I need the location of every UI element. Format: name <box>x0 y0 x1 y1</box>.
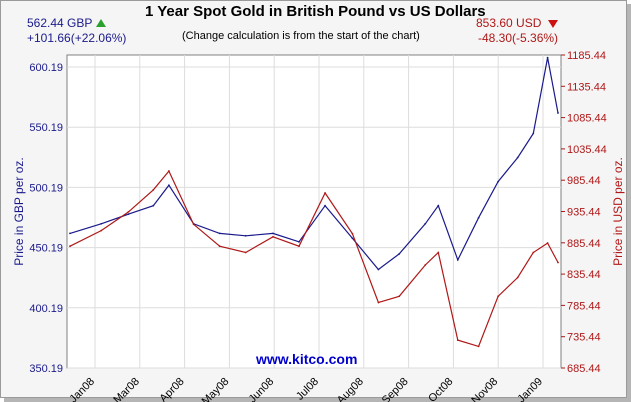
gbp-data-point <box>272 232 274 235</box>
gbp-data-point <box>532 132 535 135</box>
usd-data-point <box>168 170 170 172</box>
y-right-tick-label: 1035.44 <box>567 144 607 156</box>
y-left-axis-label: Price in GBP per oz. <box>12 157 26 266</box>
chart-title: 1 Year Spot Gold in British Pound vs US … <box>145 3 486 20</box>
usd-data-point <box>69 245 71 248</box>
x-tick-label: Jan09 <box>515 376 545 402</box>
gbp-change: +101.66(+22.06%) <box>27 31 127 45</box>
gbp-data-point <box>557 112 559 114</box>
gbp-data-point <box>218 232 221 235</box>
usd-data-point <box>398 295 401 298</box>
y-right-tick-label: 1185.44 <box>567 50 606 62</box>
usd-data-point <box>127 210 130 213</box>
x-tick-label: Jun08 <box>247 376 277 402</box>
y-left-tick-label: 500.19 <box>29 182 63 194</box>
y-right-tick-label: 685.44 <box>567 363 601 375</box>
y-left-tick-label: 350.19 <box>29 363 63 375</box>
usd-data-point <box>377 301 380 304</box>
gbp-data-point <box>244 234 247 237</box>
plot-area <box>66 54 562 369</box>
usd-data-point <box>497 295 500 298</box>
usd-data-point <box>546 242 549 244</box>
gbp-data-point <box>377 268 380 271</box>
y-right-tick-label: 835.44 <box>567 269 601 281</box>
y-left-tick-label: 450.19 <box>29 243 63 255</box>
gbp-data-point <box>477 216 480 219</box>
usd-data-point <box>477 345 480 348</box>
gbp-data-point <box>516 156 519 159</box>
gbp-data-point <box>168 184 170 187</box>
y-right-tick-label: 885.44 <box>567 238 601 250</box>
usd-data-point <box>516 276 519 279</box>
y-right-tick-label: 735.44 <box>567 332 601 344</box>
y-right-axis-label: Price in USD per oz. <box>611 157 625 266</box>
y-left-tick-label: 600.19 <box>29 62 63 74</box>
down-arrow-icon <box>548 20 558 28</box>
x-tick-label: Jul08 <box>294 376 321 402</box>
gbp-data-point <box>398 252 401 255</box>
gbp-data-point <box>152 204 155 207</box>
usd-data-point <box>218 245 221 248</box>
gbp-data-point <box>298 240 300 243</box>
y-right-tick-label: 935.44 <box>567 207 601 219</box>
usd-data-point <box>244 251 247 254</box>
gbp-data-point <box>437 204 440 207</box>
x-tick-label: Sep08 <box>380 376 411 402</box>
usd-data-point <box>437 251 440 254</box>
usd-data-point <box>298 245 300 248</box>
gbp-data-point <box>324 204 326 207</box>
usd-data-point <box>456 339 459 342</box>
usd-data-point <box>424 264 427 266</box>
gbp-data-point <box>100 222 103 225</box>
gbp-data-point <box>351 237 354 240</box>
x-tick-label: Apr08 <box>157 376 186 402</box>
x-tick-label: Nov08 <box>469 376 500 402</box>
x-tick-label: Jan08 <box>67 376 97 402</box>
y-right-tick-label: 1085.44 <box>567 113 607 125</box>
up-arrow-icon <box>96 19 106 27</box>
x-tick-label: Aug08 <box>335 376 366 402</box>
y-right-tick-label: 985.44 <box>567 175 601 187</box>
y-left-tick-label: 400.19 <box>29 303 63 315</box>
usd-data-point <box>272 235 274 238</box>
usd-data-point <box>192 223 195 226</box>
gbp-data-point <box>69 232 71 235</box>
chart-subtitle: (Change calculation is from the start of… <box>182 30 420 42</box>
y-left-tick-label: 550.19 <box>29 122 63 134</box>
gbp-data-point <box>424 222 427 225</box>
usd-data-point <box>152 188 155 191</box>
usd-price: 853.60 USD <box>476 16 542 30</box>
x-tick-label: Mar08 <box>111 376 142 402</box>
gbp-price: 562.44 GBP <box>27 16 93 30</box>
y-right-tick-label: 785.44 <box>567 300 601 312</box>
usd-data-point <box>557 261 559 264</box>
watermark: www.kitco.com <box>256 351 358 367</box>
usd-change: -48.30(-5.36%) <box>478 31 559 45</box>
usd-data-point <box>532 251 535 254</box>
usd-data-point <box>351 232 354 235</box>
gbp-data-point <box>456 258 459 261</box>
x-tick-label: Oct08 <box>426 376 455 402</box>
gbp-data-point <box>127 213 130 216</box>
usd-data-point <box>100 229 103 232</box>
gbp-data-point <box>546 56 549 59</box>
y-right-tick-label: 1135.44 <box>567 81 606 93</box>
gbp-data-point <box>497 180 500 183</box>
x-tick-label: May08 <box>200 376 232 402</box>
usd-data-point <box>324 192 326 194</box>
